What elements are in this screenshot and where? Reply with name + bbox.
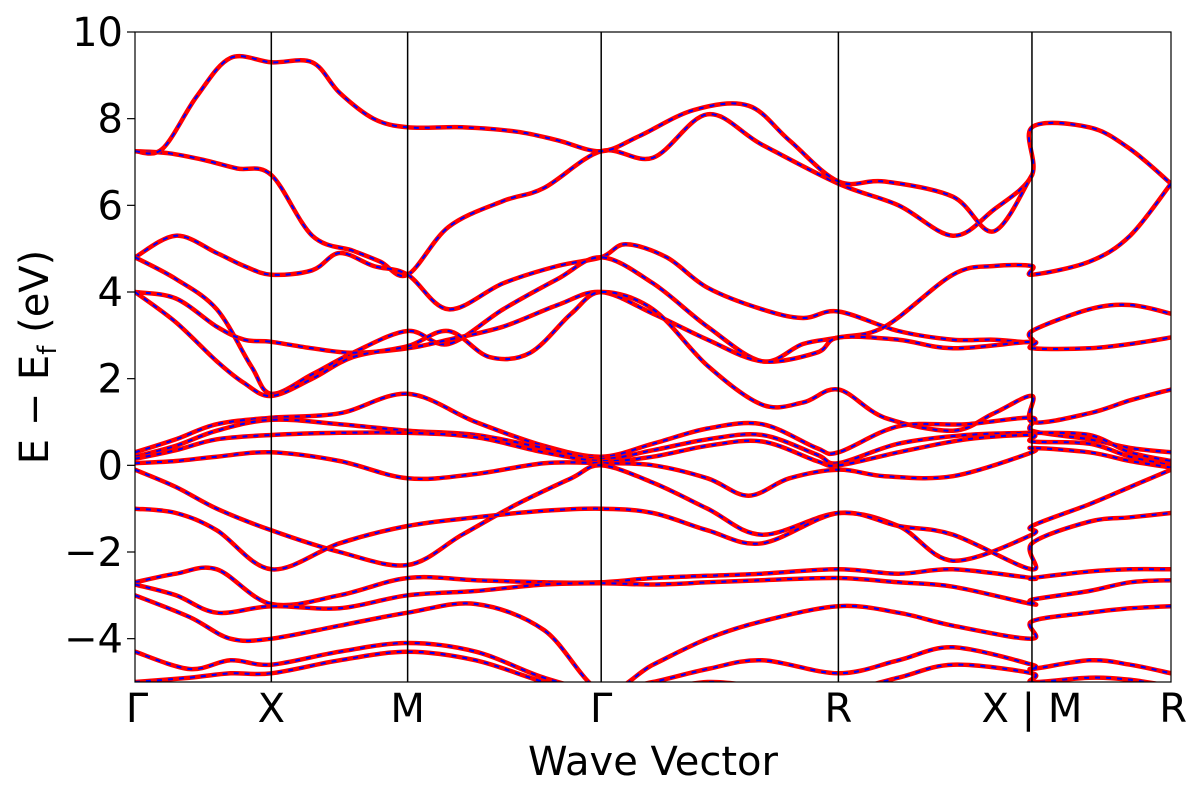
band-line-5-overlay <box>135 290 1171 363</box>
y-tick-label-1: 10 <box>72 10 123 56</box>
y-axis-label-subscript: f <box>33 345 63 355</box>
y-tick-label-4: 4 <box>98 270 123 316</box>
x-axis-label: Wave Vector <box>528 739 779 785</box>
band-line-1-overlay <box>135 113 1171 277</box>
kpoint-lines <box>270 32 1033 682</box>
band-line-6-overlay <box>135 290 1171 432</box>
x-tick-label-3: M <box>390 686 425 732</box>
y-tick-label-5: 2 <box>98 357 123 403</box>
x-ticks: Γ X M Γ R X | M R <box>126 686 1187 732</box>
band-line-7-overlay <box>135 392 1171 458</box>
x-tick-label-2: X <box>258 686 285 732</box>
band-line-15 <box>135 593 1171 682</box>
plot-frame <box>134 31 1172 683</box>
band-line-5 <box>135 289 1171 364</box>
band-line-4 <box>135 181 1171 397</box>
band-line-4-overlay <box>135 183 1171 395</box>
band-line-14-overlay <box>135 576 1171 614</box>
y-axis-label-main: E − E <box>12 355 58 465</box>
x-tick-label-7: R <box>1159 686 1187 732</box>
band-line-15-overlay <box>135 594 1171 682</box>
x-tick-label-1: Γ <box>126 686 149 732</box>
x-tick-label-4: Γ <box>590 686 613 732</box>
band-line-3 <box>135 233 1171 345</box>
band-line-2-overlay <box>135 55 1033 233</box>
x-tick-label-6: X | M <box>982 686 1083 732</box>
y-tick-label-3: 6 <box>98 183 123 229</box>
band-line-17 <box>135 649 1160 682</box>
x-tick-label-5: R <box>824 686 852 732</box>
band-line-11-overlay <box>135 464 1171 567</box>
band-line-12-overlay <box>135 507 1171 571</box>
y-tick-label-6: 0 <box>98 443 123 489</box>
bands-layer <box>135 53 1171 682</box>
band-line-11 <box>135 463 1171 568</box>
y-tick-label-7: −2 <box>64 530 123 576</box>
y-axis-label-unit: (eV) <box>12 250 58 346</box>
band-line-16 <box>135 640 1171 682</box>
y-tick-label-2: 8 <box>98 97 123 143</box>
y-ticks: 10 8 6 4 2 0 −2 −4 <box>64 10 135 663</box>
band-line-14 <box>135 575 1171 616</box>
y-tick-label-8: −4 <box>64 617 123 663</box>
y-axis-label: E − Ef (eV) <box>12 250 63 465</box>
